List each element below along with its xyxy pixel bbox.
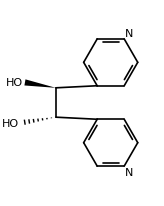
Text: HO: HO bbox=[6, 78, 23, 88]
Text: N: N bbox=[125, 29, 133, 39]
Polygon shape bbox=[24, 80, 56, 88]
Text: N: N bbox=[125, 167, 133, 177]
Text: HO: HO bbox=[2, 118, 19, 128]
